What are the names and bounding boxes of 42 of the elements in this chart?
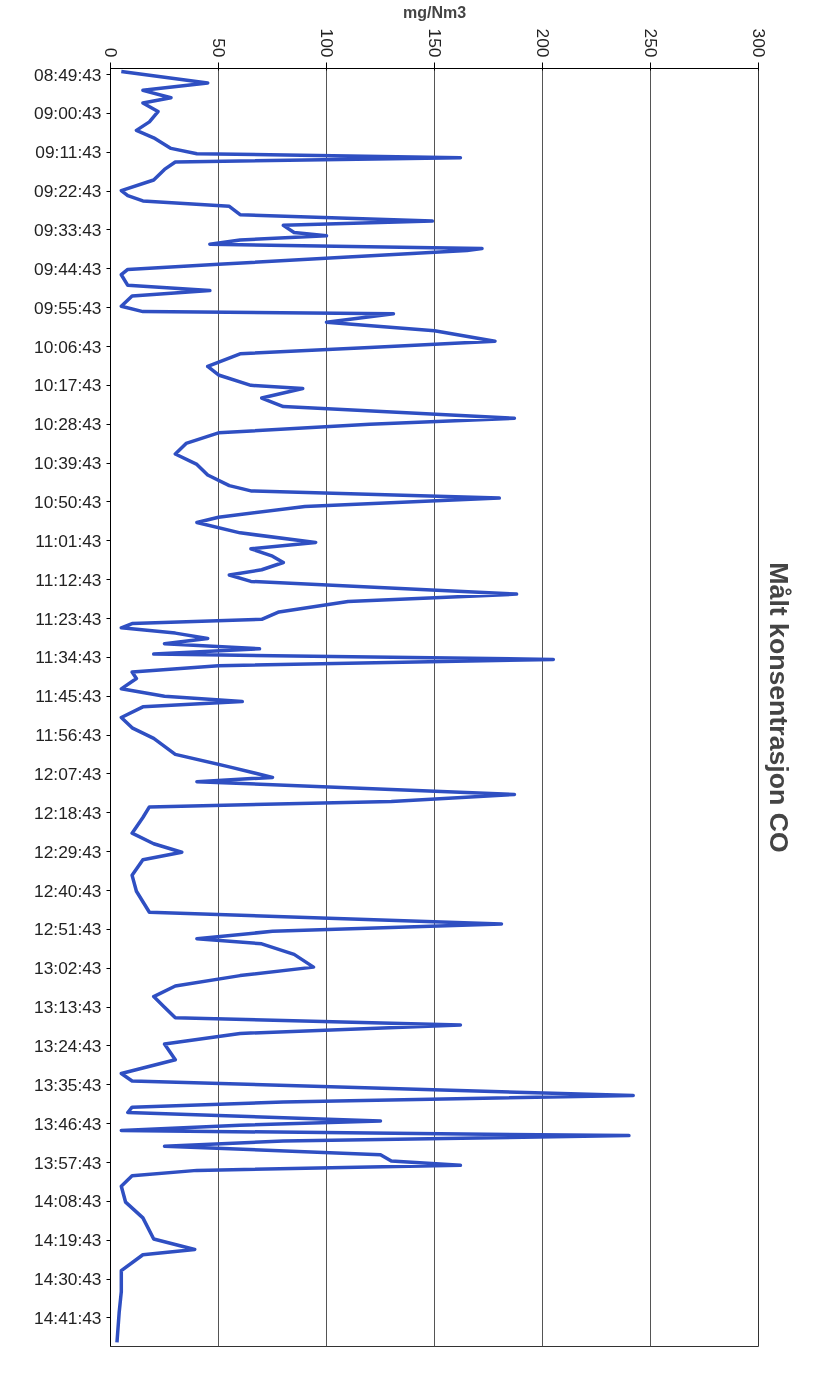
y-tick-label: 13:13:43 — [34, 997, 102, 1018]
y-tick-label: 09:44:43 — [34, 258, 102, 279]
x-tick-label: 250 — [640, 28, 661, 58]
x-tick-label: 50 — [208, 38, 229, 58]
y-tick-label: 12:18:43 — [34, 802, 102, 823]
y-tick-label: 14:41:43 — [34, 1307, 102, 1328]
y-tick-label: 11:34:43 — [35, 647, 102, 668]
y-tick-label: 14:30:43 — [34, 1269, 102, 1290]
y-tick-label: 10:06:43 — [34, 336, 102, 357]
y-tick-label: 13:02:43 — [34, 958, 102, 979]
y-tick-label: 13:57:43 — [34, 1152, 102, 1173]
y-tick-label: 08:49:43 — [34, 64, 102, 85]
y-tick-label: 10:17:43 — [34, 375, 102, 396]
x-tick-label: 300 — [748, 28, 769, 58]
y-tick-label: 09:00:43 — [34, 103, 102, 124]
y-tick-label: 11:01:43 — [35, 530, 102, 551]
y-tick-label: 09:33:43 — [34, 219, 102, 240]
x-axis-title: mg/Nm3 — [402, 3, 467, 21]
x-tick-label: 0 — [100, 47, 121, 58]
y-tick-label: 09:11:43 — [35, 142, 102, 163]
y-tick-label: 10:39:43 — [34, 453, 102, 474]
y-tick-label: 12:51:43 — [34, 919, 102, 940]
y-tick-label: 11:12:43 — [35, 569, 102, 590]
y-tick-label: 12:29:43 — [34, 841, 102, 862]
y-tick-label: 12:07:43 — [34, 763, 102, 784]
y-tick-label: 11:23:43 — [35, 608, 102, 629]
x-tick-label: 100 — [316, 28, 337, 58]
y-tick-label: 13:24:43 — [34, 1035, 102, 1056]
y-tick-label: 13:46:43 — [34, 1113, 102, 1134]
y-tick-label: 14:19:43 — [34, 1230, 102, 1251]
y-tick-label: 09:55:43 — [34, 297, 102, 318]
y-tick-label: 13:35:43 — [34, 1074, 102, 1095]
y-tick-label: 11:45:43 — [35, 686, 102, 707]
y-tick-label: 12:40:43 — [34, 880, 102, 901]
x-tick-label: 200 — [532, 28, 553, 58]
y-tick-label: 11:56:43 — [35, 725, 102, 746]
y-tick-label: 10:28:43 — [34, 414, 102, 435]
y-tick-label: 09:22:43 — [34, 181, 102, 202]
y-tick-label: 14:08:43 — [34, 1191, 102, 1212]
y-tick-label: 10:50:43 — [34, 491, 102, 512]
x-tick-label: 150 — [424, 28, 445, 58]
text: Målt konsentrasjon CO — [763, 562, 794, 853]
